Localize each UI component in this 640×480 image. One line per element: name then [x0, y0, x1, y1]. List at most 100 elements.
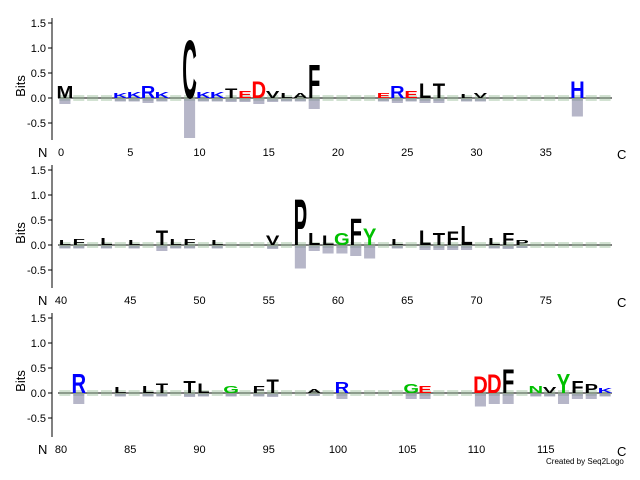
x-tick-label: 25: [401, 147, 413, 159]
background-stack: [197, 95, 209, 101]
background-stack: [571, 95, 583, 101]
negative-stack: [461, 99, 473, 102]
negative-stack: [128, 99, 140, 102]
background-stack: [433, 95, 445, 101]
logo-letter-A: A: [307, 389, 322, 395]
background-stack: [59, 390, 71, 396]
logo-letter-H: H: [570, 76, 585, 103]
background-stack: [308, 242, 320, 248]
x-tick-label: 30: [470, 147, 482, 159]
x-tick-label: 10: [193, 147, 205, 159]
negative-stack: [225, 394, 237, 397]
logo-letter-A: A: [293, 92, 308, 100]
background-stack: [114, 390, 126, 396]
logo-letter-T: T: [266, 376, 278, 398]
negative-stack: [59, 246, 71, 249]
y-tick-label: 1.0: [31, 338, 46, 350]
negative-stack: [73, 246, 85, 249]
background-stack: [544, 390, 556, 396]
negative-stack: [405, 99, 417, 102]
background-stack: [73, 95, 85, 101]
x-tick-label: 75: [540, 295, 552, 307]
x-tick-label: 20: [332, 147, 344, 159]
background-stack: [322, 242, 334, 248]
y-tick-label: 0.5: [31, 215, 46, 227]
background-stack: [280, 390, 293, 396]
negative-stack: [114, 394, 126, 397]
negative-stack: [419, 99, 431, 103]
y-tick-label: -0.5: [27, 413, 46, 425]
logo-letter-F: F: [308, 54, 320, 109]
background-stack: [447, 242, 459, 248]
negative-stack: [294, 99, 306, 102]
negative-stack: [197, 99, 209, 102]
background-stack: [474, 242, 486, 248]
background-stack: [599, 390, 611, 396]
background-stack: [350, 242, 362, 248]
background-stack: [253, 95, 265, 101]
negative-stack: [59, 99, 71, 104]
logo-letter-E: E: [238, 89, 252, 101]
y-tick-label: 0.0: [31, 240, 46, 252]
background-stack: [502, 242, 514, 248]
background-stack: [488, 390, 500, 396]
logo-letter-E: E: [377, 92, 391, 100]
negative-stack: [280, 99, 293, 102]
background-stack: [280, 95, 293, 101]
logo-letter-V: V: [266, 232, 280, 248]
x-tick-label: 110: [468, 444, 486, 456]
negative-stack: [184, 394, 196, 397]
background-stack: [114, 242, 126, 248]
background-stack: [87, 390, 99, 396]
logo-letter-N: N: [529, 384, 544, 396]
logo-letter-G: G: [334, 229, 350, 248]
background-stack: [73, 242, 85, 248]
logo-letter-G: G: [223, 384, 239, 396]
background-stack: [391, 242, 403, 248]
negative-stack: [336, 246, 348, 254]
logo-letter-L: L: [488, 236, 501, 248]
logo-letter-D: D: [252, 76, 267, 103]
background-stack: [211, 95, 223, 101]
background-stack: [516, 95, 528, 101]
logo-letter-K: K: [196, 91, 212, 100]
background-stack: [377, 390, 390, 396]
negative-stack: [184, 246, 196, 249]
background-stack: [585, 95, 597, 101]
x-tick-label: 90: [193, 444, 205, 456]
background-stack: [391, 390, 403, 396]
x-tick-label: 65: [401, 295, 413, 307]
background-stack: [377, 95, 390, 101]
background-stack: [419, 242, 431, 248]
logo-letter-L: L: [308, 229, 320, 248]
negative-stack: [267, 246, 279, 249]
background-stack: [170, 390, 182, 396]
background-stack: [350, 95, 362, 101]
logo-letter-C: C: [182, 22, 197, 115]
logo-letter-T: T: [433, 229, 446, 248]
negative-stack: [308, 394, 320, 396]
negative-stack: [599, 394, 611, 397]
background-stack: [267, 95, 279, 101]
negative-stack: [73, 394, 85, 404]
n-terminus-label: N: [38, 293, 47, 308]
y-axis-label: Bits: [13, 370, 28, 392]
logo-letter-L: L: [460, 221, 472, 252]
x-tick-label: 40: [55, 295, 67, 307]
background-stack: [59, 95, 71, 101]
background-stack: [87, 242, 99, 248]
negative-stack: [405, 394, 417, 399]
logo-letter-M: M: [56, 82, 73, 101]
logo-letter-L: L: [142, 384, 155, 396]
background-stack: [502, 95, 514, 101]
negative-stack: [253, 394, 265, 397]
logo-letter-R: R: [390, 82, 405, 101]
logo-letter-L: L: [211, 239, 223, 247]
background-stack: [419, 95, 431, 101]
negative-stack: [391, 246, 403, 249]
negative-stack: [225, 99, 237, 102]
logo-letter-K: K: [210, 91, 226, 100]
background-stack: [336, 95, 348, 101]
negative-stack: [433, 246, 445, 250]
